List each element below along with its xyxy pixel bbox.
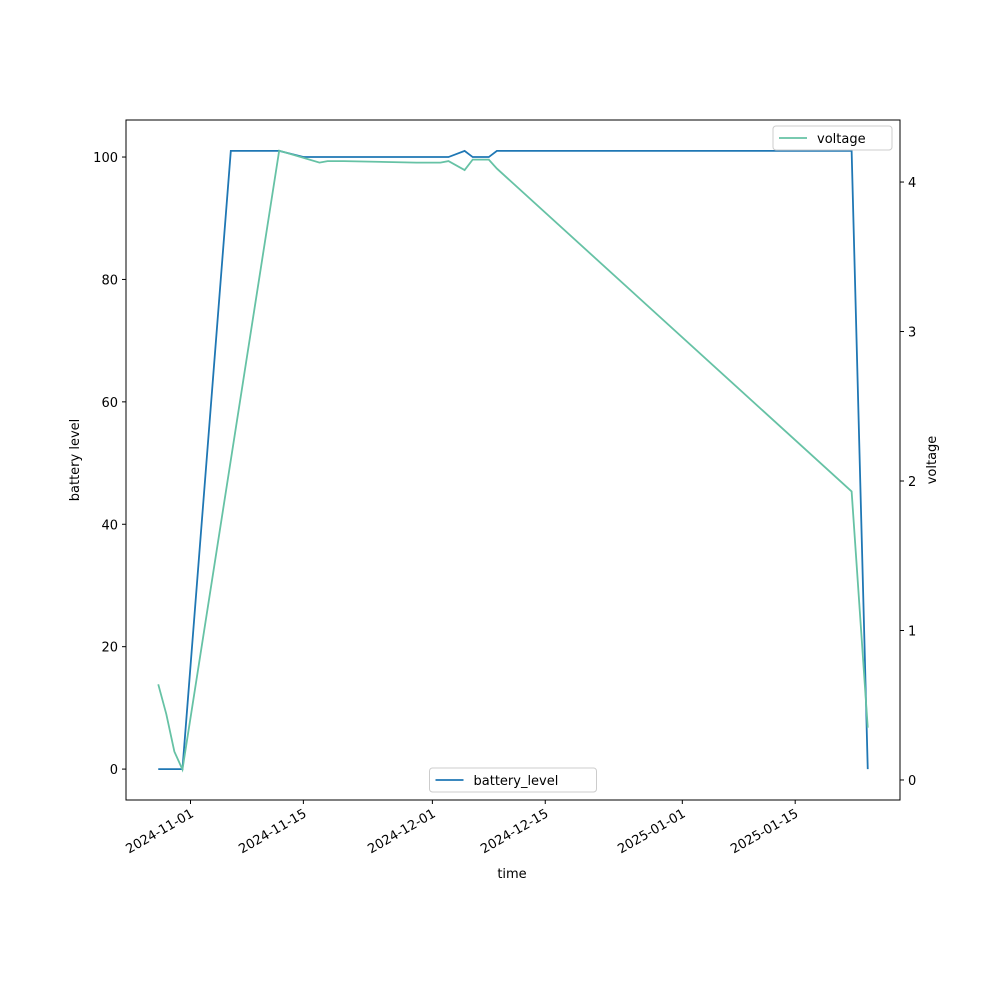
y2-tick-label: 0 [908,774,916,789]
y-tick-label: 20 [101,641,118,656]
x-tick-label: 2025-01-01 [615,806,688,857]
y2-tick-label: 3 [908,326,916,341]
legend: voltage [772,125,893,151]
legend: battery_level [429,767,597,793]
series-line [157,149,869,773]
x-tick-label: 2025-01-15 [728,806,801,857]
y-tick-label: 100 [93,151,118,166]
x-tick-label: 2024-12-01 [365,806,438,857]
series-line [158,149,869,770]
x-tick-label: 2024-12-15 [478,806,551,857]
x-tick-label: 2024-11-01 [124,806,197,857]
x-tick-label: 2024-11-15 [236,806,309,857]
plot-frame [125,119,901,801]
y-axis-label: battery level [68,419,83,502]
y2-axis-label: voltage [925,436,940,485]
y-tick-label: 40 [101,518,118,533]
legend-box [772,125,893,151]
x-axis-label: time [497,867,526,882]
legend-label: voltage [817,132,866,147]
y2-tick-label: 1 [908,624,916,639]
y-tick-label: 80 [101,273,118,288]
legend-label: battery_level [474,774,559,789]
y-tick-label: 0 [110,763,118,778]
y-tick-label: 60 [101,396,118,411]
legend-box [429,767,597,793]
y2-tick-label: 4 [908,176,916,191]
y2-tick-label: 2 [908,475,916,490]
